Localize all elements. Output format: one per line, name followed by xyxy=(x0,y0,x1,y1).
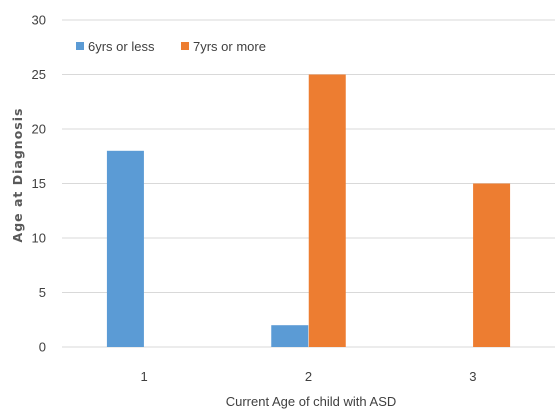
y-tick-label: 20 xyxy=(32,122,46,137)
y-axis-ticks: 0 5 10 15 20 25 30 xyxy=(32,13,46,355)
legend: 6yrs or less 7yrs or more xyxy=(76,39,266,54)
bar-series1-cat1 xyxy=(106,150,144,347)
y-tick-label: 0 xyxy=(39,340,46,355)
legend-swatch xyxy=(76,42,84,50)
y-tick-label: 5 xyxy=(39,285,46,300)
gridlines xyxy=(62,19,555,348)
bar-series1-cat2 xyxy=(271,325,309,347)
x-axis-ticks: 1 2 3 xyxy=(141,369,477,384)
x-tick-label: 3 xyxy=(469,369,476,384)
bar-series2-cat2 xyxy=(308,74,346,347)
bars xyxy=(106,74,511,347)
legend-label: 7yrs or more xyxy=(193,39,266,54)
y-tick-label: 10 xyxy=(32,231,46,246)
legend-swatch xyxy=(181,42,189,50)
y-tick-label: 25 xyxy=(32,67,46,82)
bar-series2-cat3 xyxy=(473,183,511,347)
x-tick-label: 1 xyxy=(141,369,148,384)
y-tick-label: 15 xyxy=(32,176,46,191)
x-tick-label: 2 xyxy=(305,369,312,384)
y-tick-label: 30 xyxy=(32,13,46,28)
legend-label: 6yrs or less xyxy=(88,39,155,54)
x-axis-title: Current Age of child with ASD xyxy=(226,394,397,409)
y-axis-title: Age at Diagnosis xyxy=(10,108,25,243)
